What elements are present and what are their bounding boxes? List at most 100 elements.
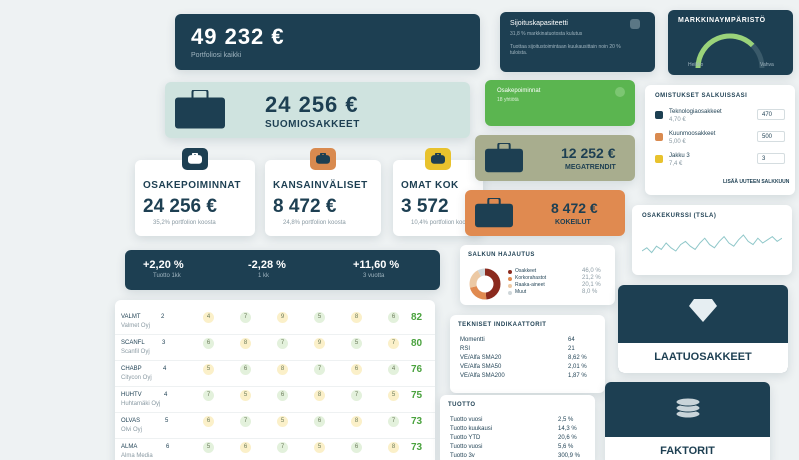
holding-icon xyxy=(655,155,663,163)
row-label: Tuotto vuosi xyxy=(450,417,483,423)
score-cell: 7 xyxy=(277,338,288,349)
graphic xyxy=(689,299,717,322)
check-icon xyxy=(615,87,625,97)
category-card: OSAKEPOIMINNAT 24 256 € 35,2% portfolion k… xyxy=(135,160,255,236)
finland-label: SUOMIOSAKKEET xyxy=(265,119,360,130)
ticker: CHABP xyxy=(121,366,142,372)
legend-swatch xyxy=(508,284,512,288)
score-cell: 5 xyxy=(277,416,288,427)
score: 73 xyxy=(411,442,423,453)
capacity-text: 31,8 % markkinatuotosta kulutus xyxy=(510,31,583,37)
score-cell: 6 xyxy=(351,364,362,375)
briefcase xyxy=(475,203,513,228)
row-label: RSI xyxy=(460,346,471,352)
gauge-track xyxy=(695,33,765,69)
portfolio-value: 49 232 € xyxy=(191,24,285,49)
ticker: ALMA xyxy=(121,444,138,450)
capacity-card: Sijoituskapasiteetti 31,8 % markkinatuoto… xyxy=(500,12,655,72)
score-cell: 7 xyxy=(314,364,325,375)
score: 76 xyxy=(411,364,423,375)
row-label: VE/Alfa SMA200 xyxy=(460,373,505,379)
legend-name: Korkorahastot xyxy=(515,275,547,281)
row-line xyxy=(115,438,435,439)
quantity-input[interactable]: 500 xyxy=(757,131,785,142)
row-value: 300,9 % xyxy=(558,453,581,459)
score-cell: 7 xyxy=(240,312,251,323)
category-value: 24 256 € xyxy=(143,196,217,217)
row-label: Momentti xyxy=(460,337,485,343)
return-value: -2,28 % xyxy=(248,259,286,271)
category-icon xyxy=(310,148,336,170)
allocation-title: SALKUN HAJAUTUS xyxy=(468,252,535,258)
score: 75 xyxy=(411,390,423,401)
score-cell: 6 xyxy=(277,390,288,401)
megatrends-value: 12 252 € xyxy=(561,145,616,161)
score-cell: 7 xyxy=(388,338,399,349)
rank: 4 xyxy=(164,392,168,398)
score-table: VALMT 2 Valmet Oyj 4 7 9 5 8 6 82 SCANFL 3 Scanfil O… xyxy=(115,300,435,460)
row-value: 21 xyxy=(568,346,575,352)
rank: 6 xyxy=(166,444,170,450)
row-value: 5,6 % xyxy=(558,444,574,450)
row-line xyxy=(115,360,435,361)
portfolio-card: 49 232 € Portfoliosi kaikki xyxy=(175,14,480,70)
market-title: MARKKINAYMPÄRISTÖ xyxy=(678,17,766,24)
quantity-input[interactable]: 3 xyxy=(757,153,785,164)
score-cell: 4 xyxy=(388,364,399,375)
briefcase xyxy=(175,97,225,129)
row-value: 2,5 % xyxy=(558,417,574,423)
category-title: OMAT KOK xyxy=(401,180,459,191)
graphic xyxy=(316,153,330,164)
graphic xyxy=(188,153,202,164)
graphic xyxy=(642,234,782,254)
legend-name: Muut xyxy=(515,289,527,295)
donut-segment xyxy=(469,268,501,300)
score-cell: 9 xyxy=(314,338,325,349)
score-cell: 9 xyxy=(277,312,288,323)
gauge-low: Heikko xyxy=(688,62,704,68)
score-cell: 8 xyxy=(277,364,288,375)
returns-bar: +2,20 % Tuotto 1kk -2,28 % 1 kk +11,60 % 3 vu… xyxy=(125,250,440,290)
score-cell: 5 xyxy=(240,390,251,401)
score-cell: 5 xyxy=(351,338,362,349)
graphic xyxy=(431,153,445,164)
gauge-fill xyxy=(695,33,755,69)
row-value: 1,87 % xyxy=(568,373,587,379)
quality-title: LAATUOSAKKEET xyxy=(654,351,752,363)
category-icon xyxy=(182,148,208,170)
donut-segment xyxy=(469,268,501,300)
holding-icon xyxy=(655,111,663,119)
coin-icon xyxy=(675,397,700,407)
category-sub: 10,4% portfolion koosta xyxy=(411,220,474,226)
return-value: +11,60 % xyxy=(353,259,400,271)
graphic xyxy=(485,143,523,173)
lock-icon xyxy=(630,19,640,29)
return-label: Tuotto 1kk xyxy=(153,273,181,279)
quality-card: LAATUOSAKKEET xyxy=(618,285,788,373)
category-value: 8 472 € xyxy=(273,196,337,217)
returns_table-title: TUOTTO xyxy=(448,402,476,408)
picks-card: Osakepoiminnat 18 yhtiötä xyxy=(485,80,635,126)
briefcase xyxy=(431,155,445,164)
legend-name: Osakkeet xyxy=(515,268,537,274)
holding-icon xyxy=(655,133,663,141)
score-cell: 6 xyxy=(240,364,251,375)
quantity-input[interactable]: 470 xyxy=(757,109,785,120)
holding-sub: 5,00 € xyxy=(669,139,686,145)
category-card: KANSAINVÄLISET 8 472 € 24,8% portfolion ko… xyxy=(265,160,381,236)
legend-swatch xyxy=(508,291,512,295)
rank: 2 xyxy=(161,314,165,320)
holdings-card: OMISTUKSET SALKUISSASI Teknologiaosakkeet… xyxy=(645,85,795,195)
return-value: +2,20 % xyxy=(143,259,184,271)
category-title: OSAKEPOIMINNAT xyxy=(143,180,241,191)
briefcase xyxy=(485,148,523,173)
finland-card: 24 256 € SUOMIOSAKKEET xyxy=(165,82,470,138)
allocation-card: SALKUN HAJAUTUS Osakkeet 46,0 % Korkorahast… xyxy=(460,245,615,305)
label-strip xyxy=(618,343,788,373)
row-line xyxy=(115,334,435,335)
score-cell: 6 xyxy=(314,416,325,427)
score-cell: 8 xyxy=(314,390,325,401)
add-button[interactable]: LISÄÄ UUTEEN SALKKUUN xyxy=(723,179,790,185)
diamond-icon xyxy=(689,299,717,322)
